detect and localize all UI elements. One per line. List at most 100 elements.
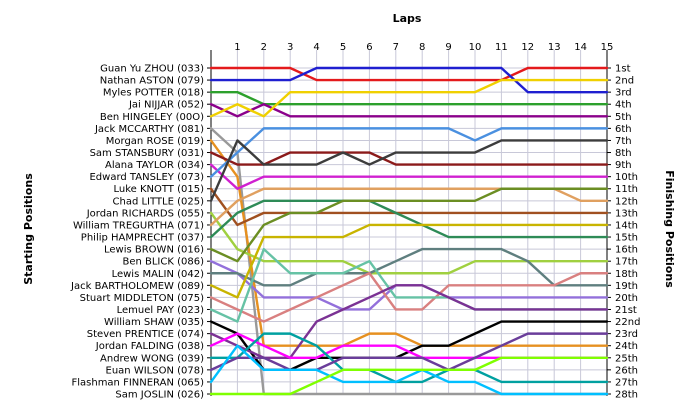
starting-position-label-19: Jack BARTHOLOMEW (089) bbox=[70, 281, 204, 292]
lap-tick-label-5: 5 bbox=[340, 42, 346, 53]
finishing-position-label-19: 19th bbox=[615, 281, 638, 292]
lap-tick-label-6: 6 bbox=[366, 42, 372, 53]
lap-tick-label-4: 4 bbox=[313, 42, 319, 53]
chart-title: Laps bbox=[393, 12, 422, 25]
finishing-position-label-3: 3rd bbox=[615, 88, 632, 99]
driver-line-12 bbox=[209, 139, 609, 203]
finishing-position-label-23: 23rd bbox=[615, 329, 638, 340]
finishing-position-label-18: 18th bbox=[615, 269, 638, 280]
lap-tick-label-15: 15 bbox=[601, 42, 614, 53]
starting-position-label-17: Ben BLICK (086) bbox=[122, 257, 204, 268]
finishing-position-label-21: 21st bbox=[615, 305, 637, 316]
finishing-position-label-8: 8th bbox=[615, 148, 632, 159]
finishing-position-label-6: 6th bbox=[615, 124, 632, 135]
driver-line-20 bbox=[209, 272, 609, 323]
starting-position-labels: Guan Yu ZHOU (033)Nathan ASTON (079)Myle… bbox=[70, 64, 204, 401]
starting-position-label-25: Andrew WONG (039) bbox=[100, 353, 204, 364]
starting-position-label-22: William SHAW (035) bbox=[104, 317, 204, 328]
starting-position-label-10: Edward TANSLEY (073) bbox=[89, 172, 204, 183]
starting-position-label-5: Ben HINGELEY (00O) bbox=[100, 112, 204, 123]
starting-position-label-12: Chad LITTLE (025) bbox=[113, 196, 205, 207]
driver-line-15 bbox=[209, 199, 609, 239]
finishing-position-label-10: 10th bbox=[615, 172, 638, 183]
starting-position-label-27: Flashman FINNERAN (065) bbox=[71, 377, 204, 388]
lap-tick-label-1: 1 bbox=[234, 42, 240, 53]
starting-position-label-8: Sam STANSBURY (031) bbox=[90, 148, 205, 159]
starting-position-label-18: Lewis MALIN (042) bbox=[112, 269, 205, 280]
driver-line-10 bbox=[209, 127, 609, 178]
lap-tick-label-12: 12 bbox=[521, 42, 534, 53]
lap-tick-label-13: 13 bbox=[548, 42, 561, 53]
driver-line-23 bbox=[209, 284, 609, 359]
starting-position-label-1: Guan Yu ZHOU (033) bbox=[100, 64, 204, 75]
finishing-position-label-22: 22nd bbox=[615, 317, 640, 328]
starting-position-label-7: Morgan ROSE (019) bbox=[106, 136, 204, 147]
driver-line-4 bbox=[209, 103, 609, 118]
driver-line-1 bbox=[209, 66, 609, 82]
starting-position-label-24: Jordan FALDING (038) bbox=[95, 341, 204, 352]
driver-line-18 bbox=[209, 247, 609, 287]
lap-tick-label-9: 9 bbox=[445, 42, 451, 53]
starting-position-label-14: William TREGURTHA (071) bbox=[73, 220, 204, 231]
finishing-position-label-7: 7th bbox=[615, 136, 632, 147]
starting-positions-axis-title: Starting Positions bbox=[22, 173, 35, 285]
starting-position-label-13: Jordan RICHARDS (055) bbox=[86, 208, 204, 219]
finishing-position-label-4: 4th bbox=[615, 100, 632, 111]
driver-line-28 bbox=[209, 356, 609, 396]
finishing-position-label-2: 2nd bbox=[615, 76, 634, 87]
driver-line-3 bbox=[209, 90, 609, 106]
finishing-position-label-16: 16th bbox=[615, 245, 638, 256]
finishing-position-label-20: 20th bbox=[615, 293, 638, 304]
lap-tick-label-3: 3 bbox=[287, 42, 293, 53]
finishing-position-label-12: 12th bbox=[615, 196, 638, 207]
starting-position-label-9: Alana TAYLOR (034) bbox=[105, 160, 204, 171]
starting-position-label-20: Stuart MIDDLETON (075) bbox=[80, 293, 204, 304]
finishing-positions-axis-title: Finishing Positions bbox=[663, 170, 676, 288]
driver-line-11 bbox=[209, 187, 609, 227]
starting-position-label-3: Myles POTTER (018) bbox=[103, 88, 204, 99]
lap-tick-label-8: 8 bbox=[419, 42, 425, 53]
finishing-position-label-24: 24th bbox=[615, 341, 638, 352]
starting-position-label-16: Lewis BROWN (016) bbox=[104, 245, 204, 256]
finishing-position-label-26: 26th bbox=[615, 365, 638, 376]
starting-position-label-26: Euan WILSON (078) bbox=[106, 365, 205, 376]
lap-tick-label-2: 2 bbox=[261, 42, 267, 53]
finishing-position-label-25: 25th bbox=[615, 353, 638, 364]
starting-position-label-11: Luke KNOTT (015) bbox=[113, 184, 204, 195]
starting-position-label-2: Nathan ASTON (079) bbox=[100, 76, 204, 87]
driver-line-2 bbox=[209, 66, 609, 94]
lap-tick-label-10: 10 bbox=[469, 42, 482, 53]
lap-tick-label-14: 14 bbox=[574, 42, 587, 53]
driver-line-19 bbox=[209, 223, 609, 299]
starting-position-label-6: Jack MCCARTHY (081) bbox=[94, 124, 204, 135]
driver-line-26 bbox=[209, 332, 609, 372]
driver-line-7 bbox=[209, 139, 609, 347]
finishing-position-label-5: 5th bbox=[615, 112, 632, 123]
driver-line-9 bbox=[209, 163, 609, 190]
finishing-position-label-1: 1st bbox=[615, 64, 631, 75]
lap-tick-labels: 1 2 3 4 5 6 7 8 9 10 11 12 13 14 15 bbox=[234, 42, 613, 53]
starting-position-label-23: Steven PRENTICE (074) bbox=[87, 329, 204, 340]
finishing-position-label-15: 15th bbox=[615, 233, 638, 244]
lap-tick-label-7: 7 bbox=[393, 42, 399, 53]
finishing-position-label-27: 27th bbox=[615, 377, 638, 388]
finishing-position-label-9: 9th bbox=[615, 160, 632, 171]
finishing-position-label-14: 14th bbox=[615, 220, 638, 231]
finishing-position-label-28: 28th bbox=[615, 390, 638, 401]
lap-tick-label-11: 11 bbox=[495, 42, 508, 53]
finishing-position-label-17: 17th bbox=[615, 257, 638, 268]
starting-position-label-21: Lemuel PAY (023) bbox=[117, 305, 204, 316]
finishing-position-label-11: 11th bbox=[615, 184, 638, 195]
starting-position-label-4: Jai NIJJAR (052) bbox=[128, 100, 204, 111]
driver-line-16 bbox=[209, 187, 609, 263]
driver-position-lines bbox=[209, 66, 609, 396]
driver-line-27 bbox=[209, 344, 609, 396]
driver-line-25 bbox=[209, 332, 609, 384]
driver-line-5 bbox=[209, 78, 609, 118]
driver-line-8 bbox=[209, 151, 609, 166]
finishing-position-label-13: 13th bbox=[615, 208, 638, 219]
starting-position-label-28: Sam JOSLIN (026) bbox=[115, 390, 204, 401]
finishing-position-labels: 1st2nd3rd4th5th6th7th8th9th10th11th12th1… bbox=[615, 64, 640, 401]
starting-position-label-15: Philip HAMPRECHT (037) bbox=[81, 233, 204, 244]
